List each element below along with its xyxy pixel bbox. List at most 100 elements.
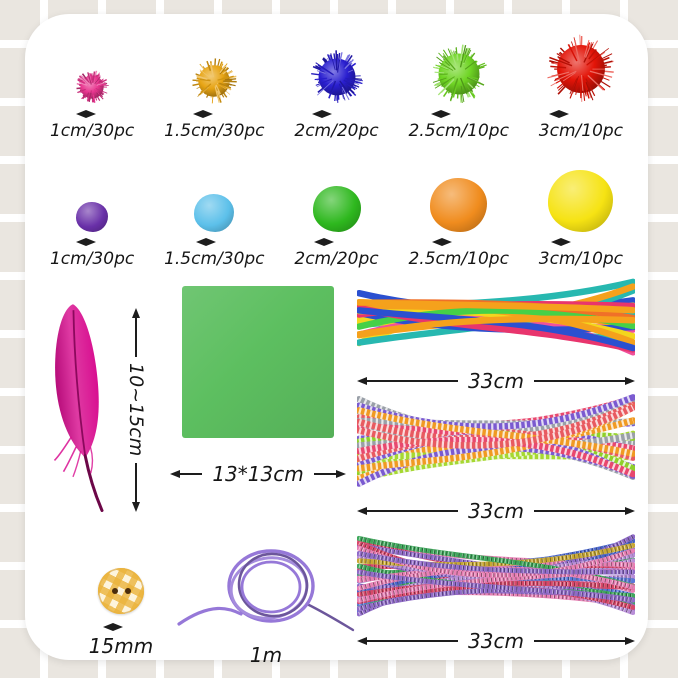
bundle-length-label: 33cm (468, 499, 524, 523)
arrow-right-icon (113, 623, 123, 631)
arrow-right-icon (86, 238, 97, 246)
width-measure-arrow (548, 110, 613, 118)
width-measure-arrow (193, 110, 235, 118)
gingham-button-image (98, 568, 144, 614)
glitter-pom-image (75, 26, 109, 104)
pom-image (548, 156, 614, 232)
cord-length-label: 1m (249, 643, 283, 667)
arrow-left-icon (431, 110, 442, 118)
plain-pom-item: 1.5cm/30pc (153, 156, 275, 269)
felt-square-block: 13*13cm (165, 286, 351, 486)
plain-pom-row: 1cm/30pc 1.5cm/30pc 2cm/20pc 2.5cm/10pc 3cm/… (31, 156, 642, 269)
width-measure-arrow: 33cm (357, 499, 635, 523)
arrow-left-icon (357, 377, 367, 385)
plain-pom-item: 2.5cm/10pc (398, 156, 520, 269)
glitter-pom-image (310, 26, 364, 104)
plain-pom-item: 3cm/10pc (520, 156, 642, 269)
width-measure-arrow (432, 238, 484, 246)
glitter-pom-item: 2cm/20pc (275, 26, 397, 141)
button-block: 15mm (63, 568, 179, 658)
pom-image (76, 156, 109, 232)
pom-size-label: 2cm/20pc (294, 249, 379, 269)
arrow-down-icon (132, 502, 140, 513)
height-measure-arrow: 10~15cm (125, 308, 147, 513)
pom-image (312, 156, 361, 232)
width-measure-arrow: 13*13cm (170, 462, 347, 486)
cord-block: 1m (171, 544, 361, 667)
pipe-cleaner-bundle-image (355, 276, 637, 362)
arrow-right-icon (205, 238, 216, 246)
width-measure-arrow (314, 238, 358, 246)
arrow-right-icon (625, 637, 635, 645)
pom-size-label: 2.5cm/10pc (408, 121, 509, 141)
width-measure-arrow (431, 110, 486, 118)
glitter-pom-item: 1cm/30pc (31, 26, 153, 141)
width-measure-arrow (195, 238, 233, 246)
arrow-left-icon (195, 238, 206, 246)
pom-size-label: 1cm/30pc (49, 249, 135, 269)
felt-size-label: 13*13cm (212, 462, 304, 486)
button-hole-icon (125, 588, 131, 594)
pom-size-label: 3cm/10pc (538, 249, 624, 269)
arrow-left-icon (311, 110, 322, 118)
glitter-pom-item: 1.5cm/30pc (153, 26, 275, 141)
arrow-left-icon (357, 507, 367, 515)
arrow-right-icon (203, 110, 214, 118)
pom-size-label: 2cm/20pc (294, 121, 379, 141)
pom-image (194, 156, 235, 232)
arrow-right-icon (558, 110, 569, 118)
arrow-right-icon (561, 238, 572, 246)
product-card: 1cm/30pc 1.5cm/30pc 2cm/20pc 2.5cm/10pc 3cm/… (25, 14, 648, 667)
feather-size-label: 10~15cm (125, 363, 147, 457)
arrow-left-icon (551, 238, 562, 246)
pipe-cleaner-bundle-striped: 33cm (355, 392, 637, 523)
width-measure-arrow (103, 623, 139, 631)
glitter-pom-image (191, 26, 238, 104)
feather-block: 10~15cm (37, 296, 169, 522)
pipe-cleaner-bundle-image (356, 532, 636, 622)
pom-size-label: 3cm/10pc (538, 121, 624, 141)
arrow-right-icon (321, 110, 332, 118)
arrow-left-icon (432, 238, 443, 246)
width-measure-arrow: 33cm (357, 369, 635, 393)
width-measure-arrow (551, 238, 611, 246)
arrow-right-icon (442, 238, 453, 246)
pom-size-label: 1.5cm/30pc (164, 249, 265, 269)
arrow-right-icon (336, 470, 347, 478)
feather-image (37, 296, 123, 522)
glitter-pom-row: 1cm/30pc 1.5cm/30pc 2cm/20pc 2.5cm/10pc 3cm/… (31, 26, 642, 141)
pipe-cleaner-bundle-glitter: 33cm (356, 532, 636, 653)
width-measure-arrow (76, 238, 108, 246)
arrow-right-icon (625, 377, 635, 385)
pom-image (430, 156, 488, 232)
plain-pom-item: 2cm/20pc (275, 156, 397, 269)
arrow-right-icon (324, 238, 335, 246)
pipe-cleaner-bundle-image (355, 392, 637, 492)
arrow-left-icon (76, 238, 87, 246)
arrow-right-icon (86, 110, 97, 118)
bundle-length-label: 33cm (468, 369, 524, 393)
arrow-right-icon (625, 507, 635, 515)
arrow-left-icon (548, 110, 559, 118)
arrow-left-icon (357, 637, 367, 645)
arrow-left-icon (170, 470, 180, 478)
pom-size-label: 1cm/30pc (49, 121, 135, 141)
width-measure-arrow (76, 110, 108, 118)
glitter-pom-image (546, 26, 616, 104)
glitter-pom-image (429, 26, 489, 104)
arrow-left-icon (103, 623, 113, 631)
bundle-length-label: 33cm (468, 629, 524, 653)
felt-square-image (182, 286, 334, 438)
button-size-label: 15mm (88, 634, 154, 658)
arrow-left-icon (76, 110, 87, 118)
plain-pom-item: 1cm/30pc (31, 156, 153, 269)
pipe-cleaner-bundle-solid: 33cm (355, 276, 637, 393)
arrow-right-icon (441, 110, 452, 118)
width-measure-arrow: 33cm (357, 629, 635, 653)
cord-image (175, 544, 357, 640)
arrow-left-icon (193, 110, 204, 118)
glitter-pom-item: 2.5cm/10pc (398, 26, 520, 141)
arrow-left-icon (314, 238, 325, 246)
glitter-pom-item: 3cm/10pc (520, 26, 642, 141)
arrow-up-icon (132, 308, 140, 318)
